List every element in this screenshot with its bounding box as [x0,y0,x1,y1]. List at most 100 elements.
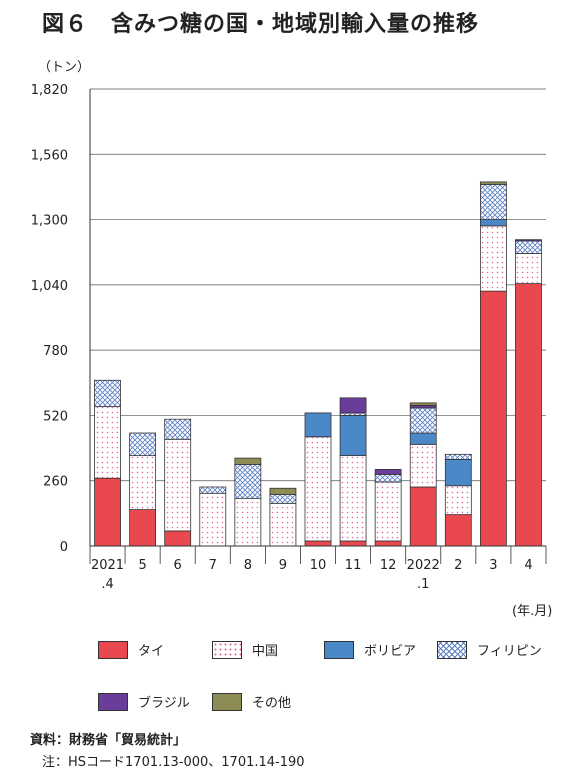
legend-label-other: その他 [252,696,292,711]
bar-segment-philippines [94,379,121,408]
y-tick-label: 780 [43,344,68,359]
bar-stack [164,418,192,547]
bar-segment-brazil [374,469,402,475]
legend-swatch-bolivia [324,640,354,659]
bar-segment-other [409,402,437,406]
bar-segment-bolivia [444,458,472,487]
x-tick-label: 2 [454,558,462,573]
bar-segment-thai [444,514,472,547]
bar-segment-thai [374,540,402,547]
legend-swatch-philippines [437,640,467,659]
x-tick-label: 7 [209,558,217,573]
bar-segment-china [479,225,507,292]
legend-label-bolivia: ボリビア [364,644,417,659]
bar-segment-thai [339,540,367,547]
bar-segment-china [199,492,227,547]
x-tick-label: 2021.4 [91,558,124,592]
bar-segment-china [129,455,157,510]
x-tick-label: 6 [174,558,182,573]
bar-stack [199,486,227,547]
bar-segment-philippines [269,494,297,504]
bar-stack [269,487,297,547]
legend-label-philippines: フィリピン [477,644,542,659]
x-tick-label: 3 [489,558,497,573]
x-tick-label: 11 [345,558,362,573]
legend-swatch-thai [98,640,128,659]
bar-segment-bolivia [339,415,367,457]
x-tick-label: 8 [244,558,252,573]
bar-segment-china [339,455,367,542]
legend-item-brazil: ブラジル [98,692,190,711]
bar-stack [304,412,332,547]
bar-stack [479,181,507,547]
bar-segment-thai [409,486,437,547]
bar-segment-philippines [374,474,402,483]
bar-segment-brazil [515,239,542,242]
bar-segment-brazil [339,397,367,414]
y-tick-labels: 0 260 520 780 1,040 1,300 1,560 1,820 [31,83,68,555]
legend-item-other: その他 [212,692,291,711]
bar-segment-china [234,497,262,547]
y-tick-label: 1,560 [31,148,68,163]
chart-title: 図６ 含みつ糖の国・地域別輸入量の推移 [42,12,480,37]
bar-segment-china [269,502,297,547]
legend-swatch-other [212,692,242,711]
legend-label-brazil: ブラジル [138,696,190,711]
legend-swatch-china [212,640,242,659]
bar-segment-philippines [444,453,472,460]
bar-segment-china [94,406,121,479]
bar-segment-china [304,436,332,542]
x-tick-labels: 2021.4 5 6 7 8 9 10 11 12 2022.1 2 3 4 [91,546,547,592]
bar-segment-philippines [409,407,437,434]
bar-segment-philippines [515,240,542,254]
bar-stack [94,379,121,547]
axes [89,89,546,564]
bar-stack [129,432,157,547]
bar-segment-other [234,457,262,465]
legend-swatch-brazil [98,692,128,711]
legend-item-thai: タイ [98,640,164,659]
bar-stack [515,239,542,547]
bar-segment-china [164,438,192,532]
x-axis-unit: (年.月) [512,604,553,619]
bar-segment-thai [515,283,542,547]
bar-stack [339,397,367,547]
y-axis-unit: （トン） [38,60,91,75]
bar-segment-bolivia [304,412,332,438]
bar-segment-other [479,181,507,185]
legend-item-bolivia: ボリビア [324,640,416,659]
bar-segment-philippines [479,184,507,220]
y-tick-label: 1,040 [31,279,68,294]
y-tick-label: 1,300 [31,214,68,229]
legend-item-philippines: フィリピン [437,640,542,659]
bar-segment-thai [164,530,192,547]
bar-segment-other [269,487,297,495]
bar-segment-bolivia [409,432,437,445]
bar-segment-bolivia [479,219,507,227]
bar-segment-china [409,443,437,488]
bar-stack [409,402,437,547]
bar-stacks [94,181,542,547]
legend-label-thai: タイ [138,644,165,659]
legend-label-china: 中国 [252,644,279,659]
footnote: 注：HSコード1701.13-000、1701.14-190 [42,755,305,770]
source-note: 資料：財務省「貿易統計」 [30,733,187,748]
x-tick-label: 5 [138,558,146,573]
y-tick-label: 520 [43,409,68,424]
bar-segment-thai [304,540,332,547]
bar-stack [234,457,262,547]
bar-stack [374,469,402,547]
bar-segment-thai [94,477,121,547]
x-tick-label: 9 [279,558,287,573]
bar-segment-philippines [234,463,262,499]
bar-segment-thai [479,290,507,547]
y-tick-label: 0 [60,540,68,555]
x-tick-label: 10 [310,558,327,573]
bar-segment-china [374,481,402,542]
bar-stack [444,453,472,547]
bar-segment-china [515,253,542,285]
y-tick-label: 260 [43,475,68,490]
y-tick-label: 1,820 [31,83,68,98]
x-tick-label: 12 [380,558,397,573]
legend-item-china: 中国 [212,640,278,659]
